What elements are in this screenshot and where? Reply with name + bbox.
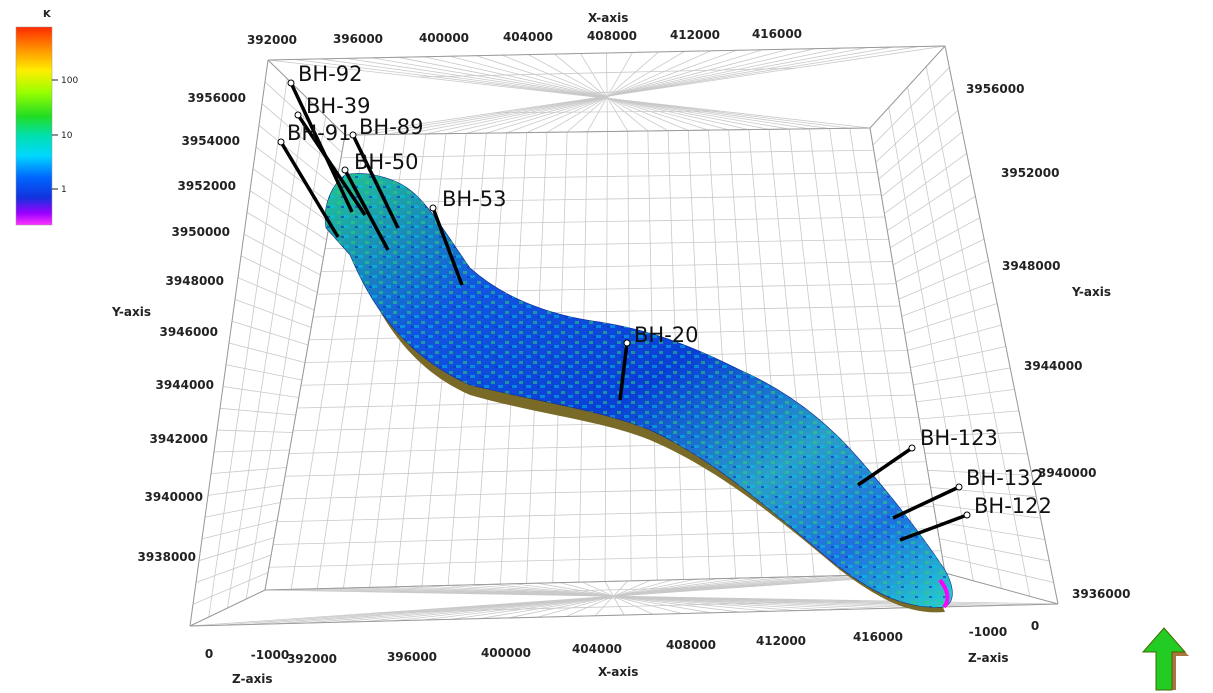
y-axis-title-right: Y-axis <box>1071 285 1111 299</box>
y-tick-right: 3948000 <box>1002 259 1060 273</box>
borehole-collar-marker <box>277 138 285 146</box>
borehole-track <box>279 141 340 238</box>
x-axis-title-top: X-axis <box>588 11 628 25</box>
borehole-collar-marker <box>955 483 963 491</box>
model-speckle-texture <box>325 173 953 608</box>
legend-tick-label: 100 <box>61 76 78 86</box>
borehole-label: BH-122 <box>974 494 1052 518</box>
z-tick-left: -1000 <box>251 648 289 662</box>
borehole-label: BH-50 <box>354 150 419 174</box>
borehole-collar-marker <box>341 166 349 174</box>
borehole-collar-marker <box>429 204 437 212</box>
x-tick-bottom: 404000 <box>572 642 622 656</box>
y-tick-left: 3948000 <box>166 274 224 288</box>
borehole-track <box>899 513 968 542</box>
borehole-track <box>296 114 367 216</box>
boreholes: BH-92 BH-39 BH-91 BH-89 BH-50 BH-53 BH-20 BH-12… <box>277 62 1052 542</box>
x-tick-bottom: 396000 <box>387 650 437 664</box>
north-arrow-shadow <box>1172 652 1189 690</box>
y-tick-left: 3940000 <box>145 490 203 504</box>
x-tick-bottom: 408000 <box>666 638 716 652</box>
borehole-collar-marker <box>963 511 971 519</box>
legend-tick-label: 1 <box>61 185 67 195</box>
y-tick-left: 3946000 <box>160 325 218 339</box>
borehole-collar-marker <box>294 111 302 119</box>
legend-ticks: 100 10 1 <box>52 76 78 195</box>
borehole-label: BH-123 <box>920 426 998 450</box>
borehole-label: BH-53 <box>442 187 507 211</box>
borehole-label: BH-89 <box>359 115 424 139</box>
x-tick-top: 400000 <box>419 31 469 45</box>
x-tick-bottom: 392000 <box>287 652 337 666</box>
borehole-collar-marker <box>349 131 357 139</box>
borehole-label: BH-39 <box>306 94 371 118</box>
borehole-track <box>857 446 913 487</box>
x-axis-title-bottom: X-axis <box>598 665 638 679</box>
borehole-collar-marker <box>623 339 631 347</box>
legend-colorbar <box>15 26 53 226</box>
borehole-track <box>343 169 390 251</box>
legend-title: K <box>43 9 52 20</box>
x-tick-bottom: 412000 <box>756 634 806 648</box>
legend-tick-label: 10 <box>61 131 73 141</box>
borehole-track <box>431 207 464 286</box>
borehole-track <box>892 485 960 520</box>
model-body <box>324 173 953 613</box>
x-tick-top: 396000 <box>333 32 383 46</box>
z-tick-left: 0 <box>205 647 213 661</box>
borehole-label: BH-92 <box>298 62 363 86</box>
x-tick-bottom: 400000 <box>481 646 531 660</box>
borehole-track <box>351 134 400 229</box>
north-arrow-icon[interactable] <box>1141 627 1189 691</box>
x-tick-top: 408000 <box>587 29 637 43</box>
north-arrow-shape <box>1141 627 1187 691</box>
y-tick-left: 3938000 <box>138 550 196 564</box>
y-tick-left: 3954000 <box>182 134 240 148</box>
y-tick-right: 3936000 <box>1072 587 1130 601</box>
y-axis-title-left: Y-axis <box>111 305 151 319</box>
x-tick-top: 412000 <box>670 28 720 42</box>
y-tick-right: 3956000 <box>966 82 1024 96</box>
borehole-track <box>618 342 629 401</box>
model-edge-highlight <box>938 578 950 609</box>
y-tick-left: 3952000 <box>178 179 236 193</box>
axis-ticks: 392000 392000 396000 396000 400000 400000 4040… <box>138 27 1131 666</box>
borehole-label: BH-132 <box>966 466 1044 490</box>
borehole-label: BH-91 <box>287 121 352 145</box>
y-tick-right: 3944000 <box>1024 359 1082 373</box>
borehole-collar-marker <box>908 444 916 452</box>
borehole-collar-marker <box>287 79 295 87</box>
y-tick-left: 3950000 <box>172 225 230 239</box>
y-tick-left: 3942000 <box>150 432 208 446</box>
y-tick-right: 3952000 <box>1001 166 1059 180</box>
x-tick-top: 416000 <box>752 27 802 41</box>
y-tick-left: 3944000 <box>156 378 214 392</box>
borehole-label: BH-20 <box>634 323 699 347</box>
x-tick-top: 404000 <box>503 30 553 44</box>
z-tick-right: -1000 <box>969 625 1007 639</box>
z-tick-right: 0 <box>1031 619 1039 633</box>
y-tick-left: 3956000 <box>188 91 246 105</box>
z-axis-title-left: Z-axis <box>232 672 273 686</box>
legend: K 100 10 1 <box>15 9 78 226</box>
y-tick-right: 3940000 <box>1038 466 1096 480</box>
x-tick-top: 392000 <box>247 33 297 47</box>
x-tick-bottom: 416000 <box>853 630 903 644</box>
z-axis-title-right: Z-axis <box>968 651 1009 665</box>
